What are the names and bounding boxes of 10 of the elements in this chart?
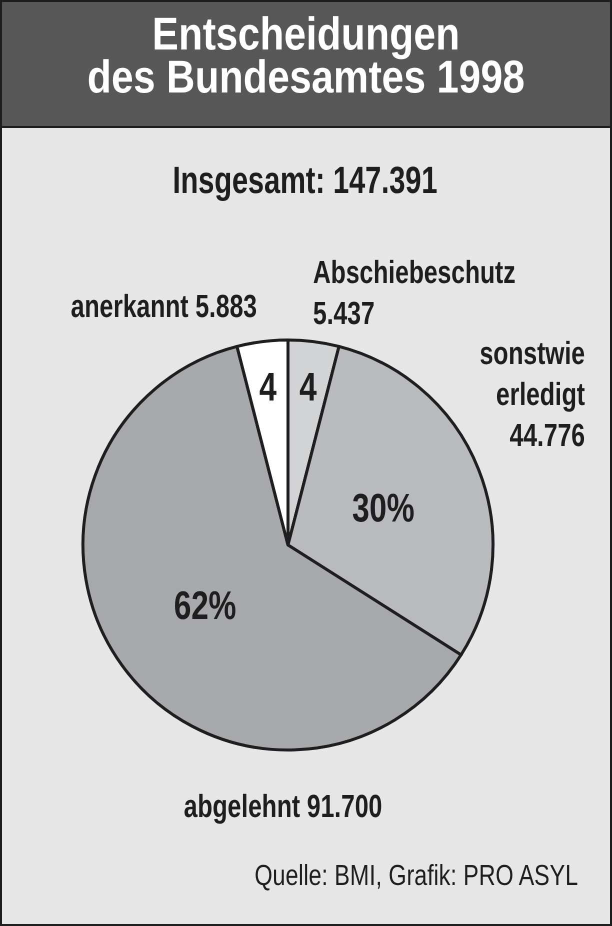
- data-label: 4: [299, 364, 317, 410]
- source-note: Quelle: BMI, Grafik: PRO ASYL: [254, 858, 578, 892]
- data-label: 4: [259, 364, 277, 410]
- slice-label: abgelehnt 91.700: [184, 788, 382, 825]
- slice-label: anerkannt 5.883: [70, 288, 257, 325]
- chart-subtitle: Insgesamt: 147.391: [172, 159, 438, 202]
- chart-title: Entscheidungen des Bundesamtes 1998: [87, 8, 525, 104]
- slice-label: sonstwie erledigt 44.776: [480, 336, 586, 454]
- data-label: 62%: [174, 584, 236, 628]
- data-label: 30%: [352, 486, 415, 530]
